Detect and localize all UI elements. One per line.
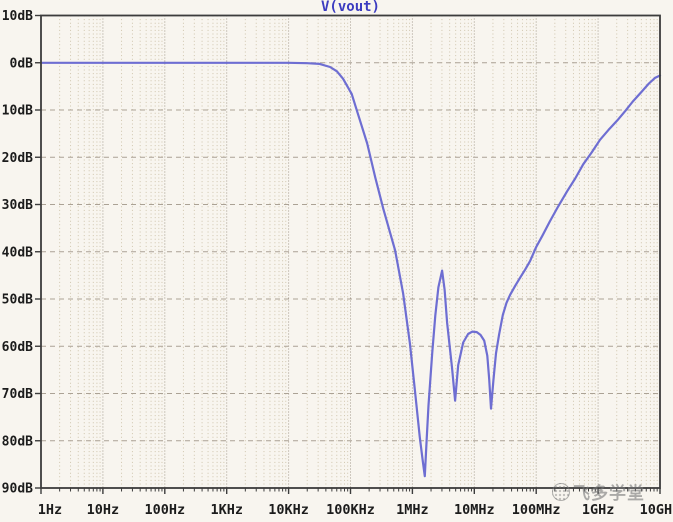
x-tick-label: 100KHz xyxy=(326,502,375,518)
y-axis-labels: 10dB 0dB -10dB -20dB -30dB -40dB -50dB -60dB -70… xyxy=(0,9,33,497)
y-tick-label: -60dB xyxy=(0,340,33,355)
x-tick-label: 10MHz xyxy=(454,502,495,518)
y-tick-label: -40dB xyxy=(0,245,33,260)
x-tick-label: 10KHz xyxy=(268,502,309,518)
y-tick-label: -90dB xyxy=(0,482,33,497)
y-tick-label: -50dB xyxy=(0,293,33,308)
x-tick-label: 10Hz xyxy=(87,502,120,518)
x-tick-label: 1Hz xyxy=(38,502,62,518)
axis-ticks xyxy=(35,14,661,494)
y-tick-label: -80dB xyxy=(0,434,33,449)
grid-major-horizontal xyxy=(41,62,660,442)
x-tick-label: 100Hz xyxy=(144,502,185,518)
y-tick-label: -30dB xyxy=(0,198,33,213)
y-tick-label: -70dB xyxy=(0,387,33,402)
x-tick-label: 1KHz xyxy=(210,502,243,518)
x-tick-label: 100MHz xyxy=(512,502,561,518)
trace-title: V(vout) xyxy=(320,0,380,15)
y-tick-label: -20dB xyxy=(0,151,33,166)
x-axis-labels: 1Hz 10Hz 100Hz 1KHz 10KHz 100KHz 1MHz 10MHz 100M… xyxy=(38,502,673,518)
x-tick-label: 1MHz xyxy=(396,502,429,518)
y-tick-label: -10dB xyxy=(0,104,33,119)
x-tick-label: 1GHz xyxy=(582,502,615,518)
y-tick-label: 10dB xyxy=(2,9,33,24)
grid-major-vertical xyxy=(102,15,599,488)
trace-vout xyxy=(39,61,662,478)
y-tick-label: 0dB xyxy=(10,56,34,71)
x-tick-label: 10GHz xyxy=(640,502,673,518)
